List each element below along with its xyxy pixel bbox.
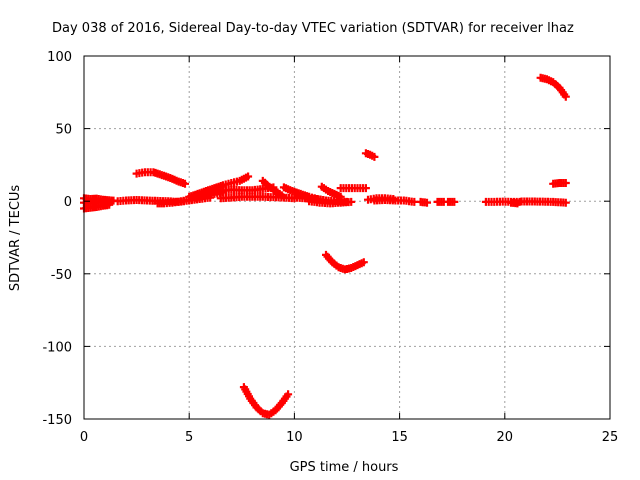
y-tick-label: 50 [55,123,72,138]
x-tick-label: 10 [286,430,303,445]
data-point [561,179,570,187]
series-arc-05 [132,168,189,188]
x-tick-label: 20 [497,430,514,445]
data-point [336,192,345,201]
chart-title: Day 038 of 2016, Sidereal Day-to-day VTE… [52,21,574,36]
data-point [181,179,189,188]
y-axis-label: SDTVAR / TECUs [8,185,23,292]
x-tick-label: 5 [185,430,193,445]
axis-ticks: 0 5 10 15 20 25 -150 -100 -50 0 50 100 [42,50,618,445]
series-arc-21 [416,197,431,207]
data-point [423,198,431,207]
series-arc-25 [507,198,522,208]
series-arc-16 [336,184,370,193]
y-tick-label: -100 [42,340,72,355]
data-point [561,92,570,101]
series-arc-27 [536,73,570,101]
series-arc-15 [317,182,345,201]
data-point [347,197,356,206]
data-point [370,152,379,161]
plot-frame [83,55,611,420]
data-point [284,390,293,399]
x-tick-label: 25 [602,430,619,445]
y-tick-label: 100 [47,50,72,65]
series-arc-14 [305,197,356,208]
data-point [561,198,570,207]
series-arc-23 [444,197,459,206]
data-point [105,197,114,206]
y-tick-label: -50 [51,268,72,283]
series-arc-26 [517,197,570,207]
data-point [361,184,370,193]
series-arc-11 [239,383,293,419]
series-arc-18 [361,149,379,161]
x-axis-label: GPS time / hours [290,460,399,475]
series-arc-28 [549,179,570,188]
data-point [277,191,286,200]
series-arc-20 [370,196,419,206]
x-tick-label: 15 [391,430,408,445]
y-tick-label: -150 [42,413,72,428]
series-arc-17 [322,250,368,274]
series-arc-09 [216,192,299,203]
y-tick-label: 0 [64,195,72,210]
x-tick-label: 0 [80,430,88,445]
data-point [450,197,459,206]
data-point [359,258,368,267]
series-arc-03 [80,197,114,207]
data-point [244,172,253,181]
grid-lines [84,56,610,419]
data-point [513,199,522,208]
data-markers [80,73,570,419]
series-arc-10 [258,176,286,200]
